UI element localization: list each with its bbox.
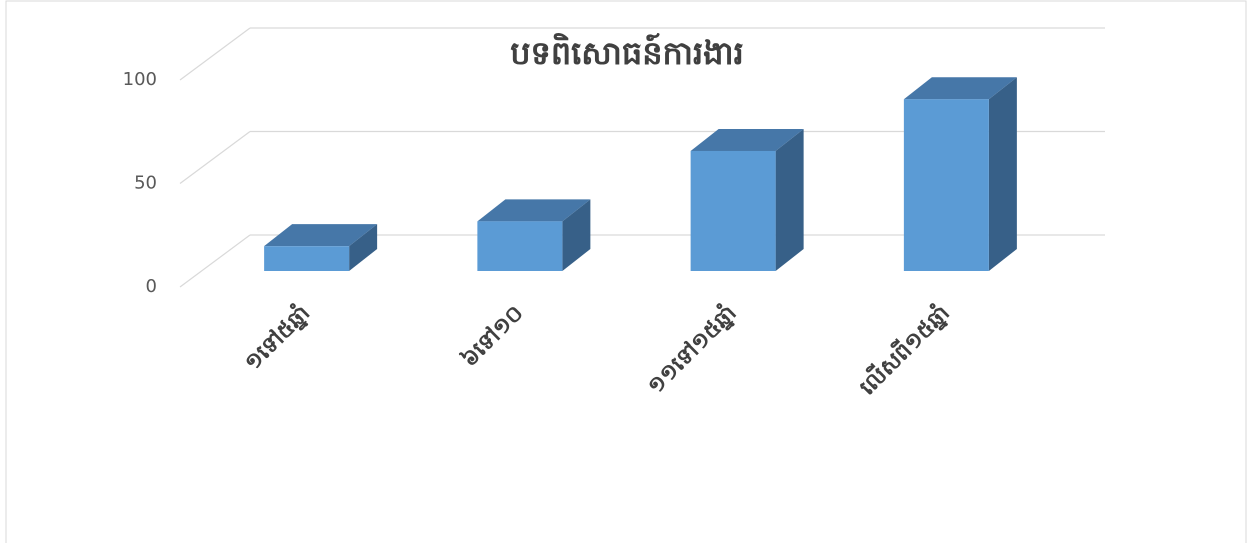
bar-top bbox=[690, 128, 804, 151]
bar-side bbox=[988, 77, 1017, 271]
bar-side bbox=[349, 224, 378, 271]
grid-line-side bbox=[179, 131, 251, 184]
y-tick-label: 100 bbox=[123, 69, 157, 90]
bar-top bbox=[264, 224, 378, 247]
grid-line-side bbox=[179, 27, 251, 81]
grid-line-side bbox=[179, 234, 251, 288]
bar bbox=[690, 150, 776, 271]
y-tick-label: 0 bbox=[146, 276, 157, 297]
bar bbox=[264, 246, 350, 271]
bar-top bbox=[477, 199, 591, 222]
bar-top bbox=[903, 77, 1017, 100]
chart-title: បទពិសោធន៍ការងារ bbox=[510, 33, 744, 72]
chart-border bbox=[5, 0, 1247, 543]
y-tick-label: 50 bbox=[134, 173, 157, 194]
bar bbox=[477, 221, 563, 271]
bar bbox=[903, 99, 989, 271]
bar-side bbox=[562, 199, 591, 271]
bar-side bbox=[775, 128, 804, 271]
